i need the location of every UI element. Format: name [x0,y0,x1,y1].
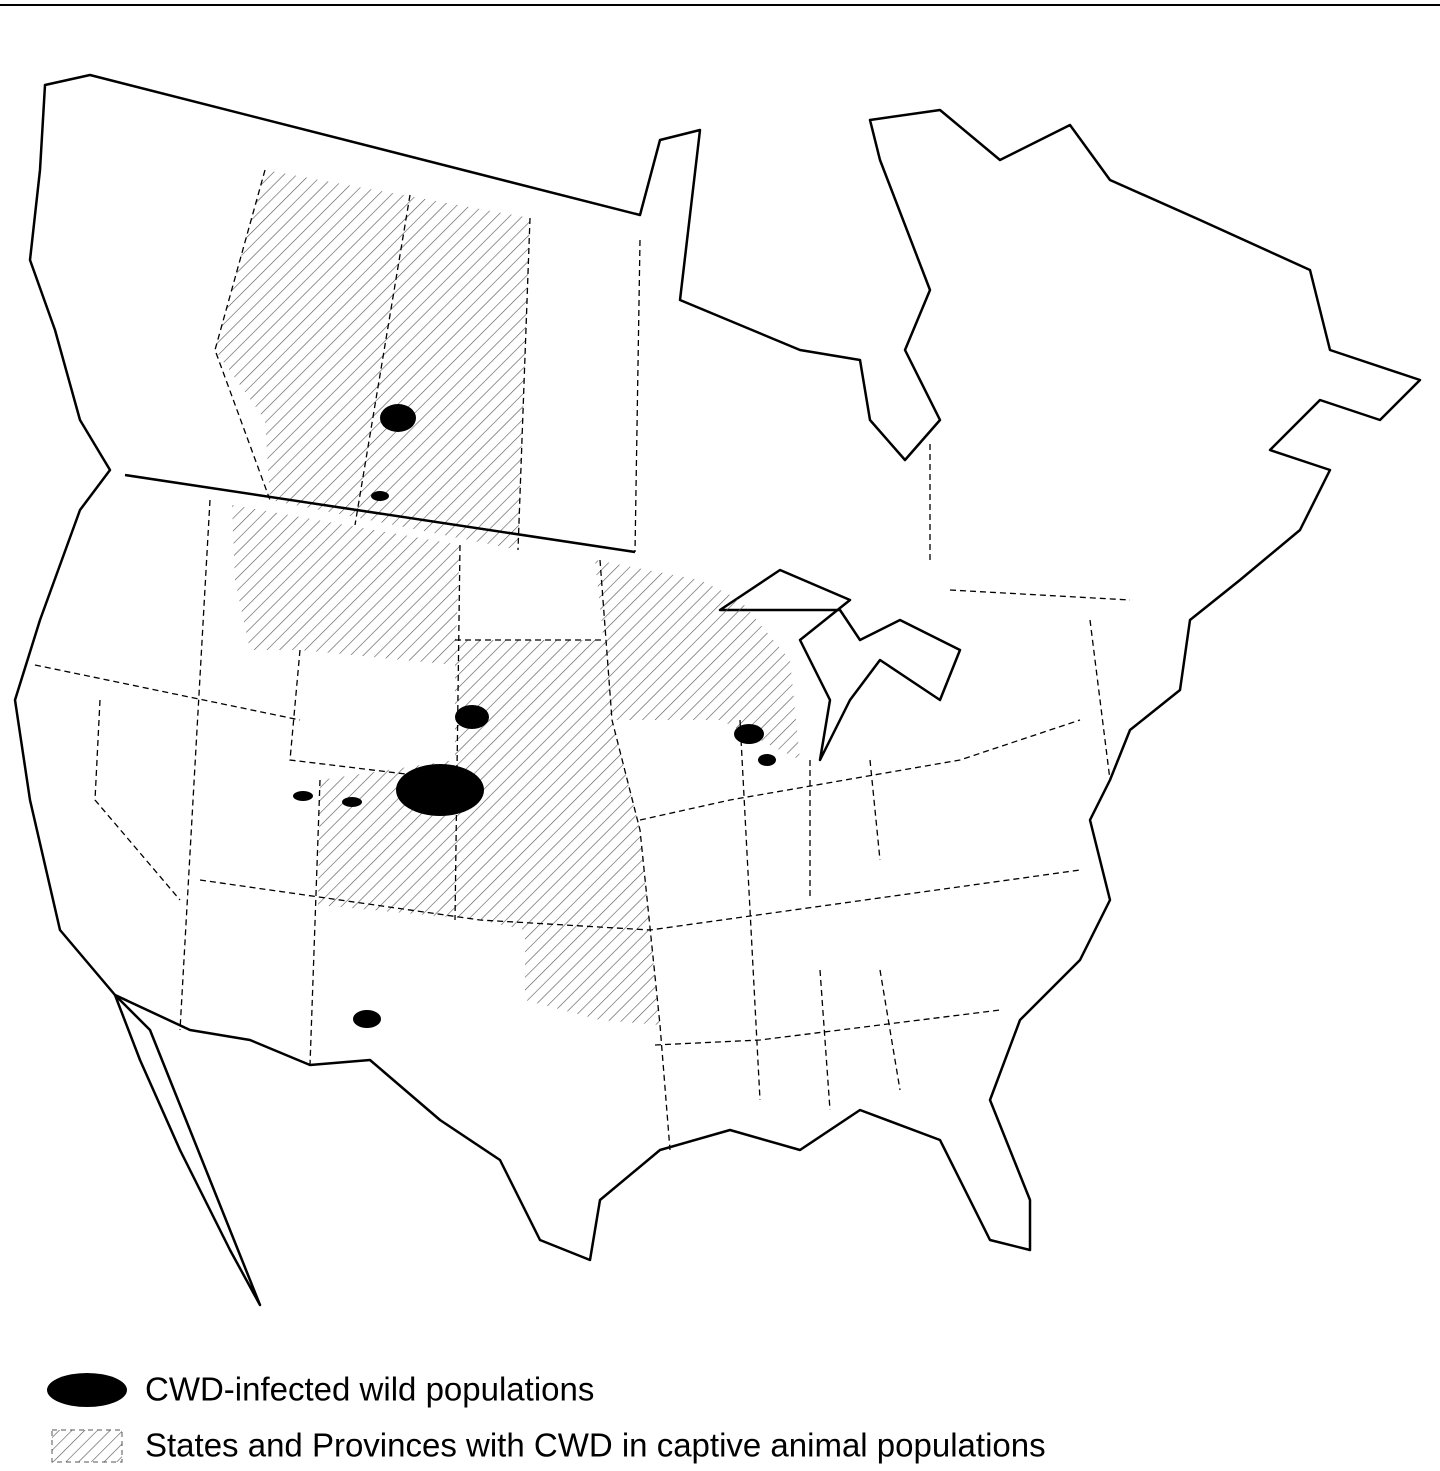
wild-populations [293,404,776,1028]
borders [34,169,1131,1151]
legend: CWD-infected wild populations States and… [47,1371,1046,1464]
legend-swatch-captive [51,1429,123,1463]
great-lakes [718,568,962,762]
baja-peninsula [113,993,262,1307]
captive-regions [215,170,800,1025]
legend-swatch-wild [47,1373,127,1407]
legend-label: CWD-infected wild populations [145,1371,594,1408]
legend-label: States and Provinces with CWD in captive… [145,1427,1046,1464]
